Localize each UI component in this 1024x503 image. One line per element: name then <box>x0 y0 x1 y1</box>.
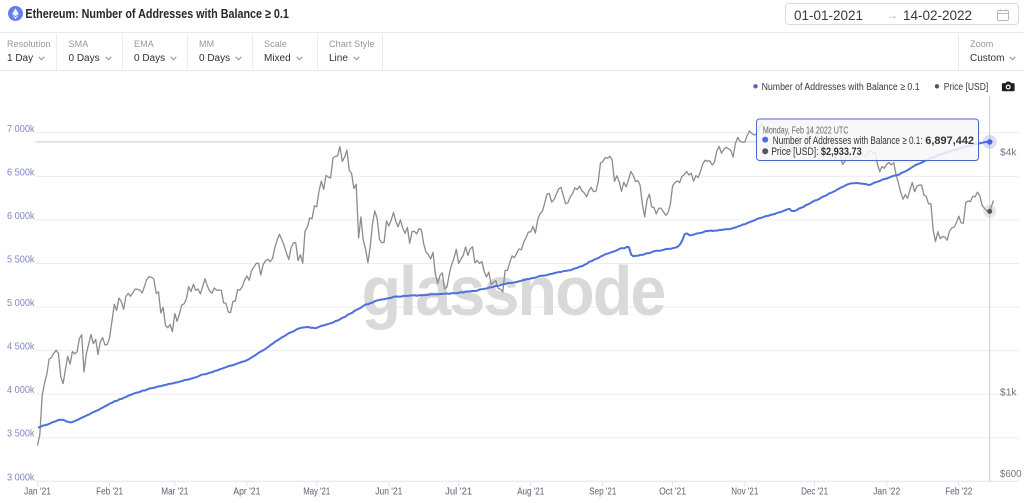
svg-text:Mar '21: Mar '21 <box>161 486 188 498</box>
svg-text:Feb '21: Feb '21 <box>96 486 123 498</box>
svg-text:Price [USD]:: Price [USD]: <box>771 146 818 158</box>
svg-text:4 000k: 4 000k <box>7 384 35 396</box>
svg-text:5 000k: 5 000k <box>7 297 35 309</box>
svg-text:$2,933.73: $2,933.73 <box>821 146 862 158</box>
svg-text:6 000k: 6 000k <box>7 210 35 222</box>
svg-text:Jan '21: Jan '21 <box>24 486 51 498</box>
svg-text:Aug '21: Aug '21 <box>517 486 544 498</box>
svg-text:6 500k: 6 500k <box>7 166 35 178</box>
svg-text:$1k: $1k <box>1000 387 1017 399</box>
svg-text:Dec '21: Dec '21 <box>801 486 828 498</box>
svg-text:5 500k: 5 500k <box>7 254 35 266</box>
svg-text:Ethereum: Number of Addresses: Ethereum: Number of Addresses with Balan… <box>25 6 289 21</box>
svg-text:Monday, Feb 14 2022 UTC: Monday, Feb 14 2022 UTC <box>763 126 849 137</box>
svg-text:Nov '21: Nov '21 <box>731 486 758 498</box>
svg-text:Sep '21: Sep '21 <box>589 486 616 498</box>
svg-text:Oct '21: Oct '21 <box>659 486 686 498</box>
svg-text:Number of Addresses with Balan: Number of Addresses with Balance ≥ 0.1: <box>773 135 923 147</box>
svg-text:6,897,442: 6,897,442 <box>925 135 974 147</box>
svg-text:Apr '21: Apr '21 <box>233 486 260 498</box>
svg-text:3 500k: 3 500k <box>7 428 35 440</box>
svg-text:$600: $600 <box>1000 468 1022 480</box>
svg-text:glassnode: glassnode <box>362 252 665 330</box>
svg-text:4 500k: 4 500k <box>7 341 35 353</box>
svg-text:Feb '22: Feb '22 <box>945 486 972 498</box>
svg-text:Jul '21: Jul '21 <box>445 486 472 498</box>
svg-text:7 000k: 7 000k <box>7 123 35 135</box>
svg-text:Number of Addresses with Balan: Number of Addresses with Balance ≥ 0.1 <box>762 82 920 93</box>
svg-text:Jan '22: Jan '22 <box>873 486 900 498</box>
svg-text:3 000k: 3 000k <box>7 471 35 483</box>
svg-text:Jun '21: Jun '21 <box>375 486 402 498</box>
svg-text:$4k: $4k <box>1000 147 1017 159</box>
svg-text:Price [USD]: Price [USD] <box>944 82 989 93</box>
svg-text:May '21: May '21 <box>303 486 330 498</box>
